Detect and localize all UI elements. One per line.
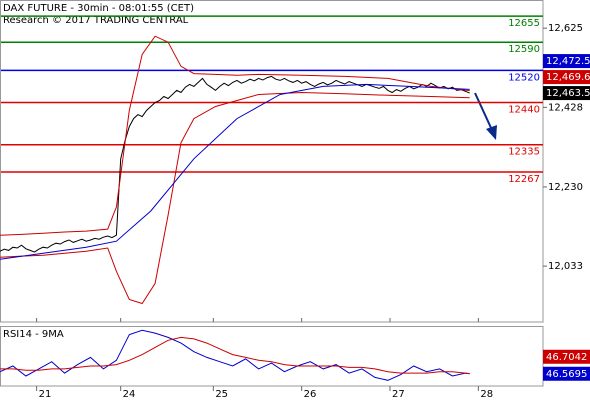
price-marker <box>543 366 590 381</box>
price-marker-label: 12,472.5 <box>546 56 590 67</box>
chart-subtitle: Research © 2017 TRADING CENTRAL <box>3 15 189 26</box>
y-tick-label: 12,428 <box>548 102 583 113</box>
x-tick-label: 24 <box>123 389 136 400</box>
level-label: 12335 <box>508 147 540 158</box>
x-tick-label: 28 <box>480 389 493 400</box>
x-tick-label: 25 <box>215 389 228 400</box>
price-marker-label: 46.5695 <box>546 369 587 380</box>
level-label: 12590 <box>508 44 540 55</box>
y-tick-label: 12,625 <box>548 23 583 34</box>
level-label: 12440 <box>508 105 540 116</box>
rsi-frame <box>0 326 544 387</box>
arrow-head <box>486 125 497 140</box>
level-label: 12267 <box>508 174 540 185</box>
chart-title: RSI14 - 9MA <box>3 329 64 340</box>
series-line <box>0 83 470 260</box>
price-marker-label: 12,469.6 <box>546 72 590 83</box>
series-line <box>0 336 470 375</box>
chart-title: DAX FUTURE - 30min - 08:01:55 (CET) <box>3 3 194 14</box>
forecast-arrow <box>474 92 497 140</box>
series-line <box>0 91 470 305</box>
y-tick-label: 12,033 <box>548 261 583 272</box>
price-marker <box>543 54 590 69</box>
series-line <box>0 75 470 253</box>
level-label: 12520 <box>508 72 540 83</box>
price-marker <box>543 70 590 85</box>
x-tick-label: 21 <box>39 389 52 400</box>
price-marker <box>543 349 590 364</box>
x-tick-label: 27 <box>392 389 405 400</box>
level-label: 12655 <box>508 18 540 29</box>
y-tick-label: 12,230 <box>548 182 583 193</box>
price-marker-label: 12,463.5 <box>546 88 590 99</box>
price-marker-label: 46.7042 <box>546 352 587 363</box>
series-line <box>0 329 470 381</box>
x-tick-label: 26 <box>304 389 317 400</box>
arrow-shaft <box>474 92 493 131</box>
price-marker <box>543 86 590 101</box>
series-line <box>0 35 470 236</box>
main-frame <box>0 0 544 323</box>
